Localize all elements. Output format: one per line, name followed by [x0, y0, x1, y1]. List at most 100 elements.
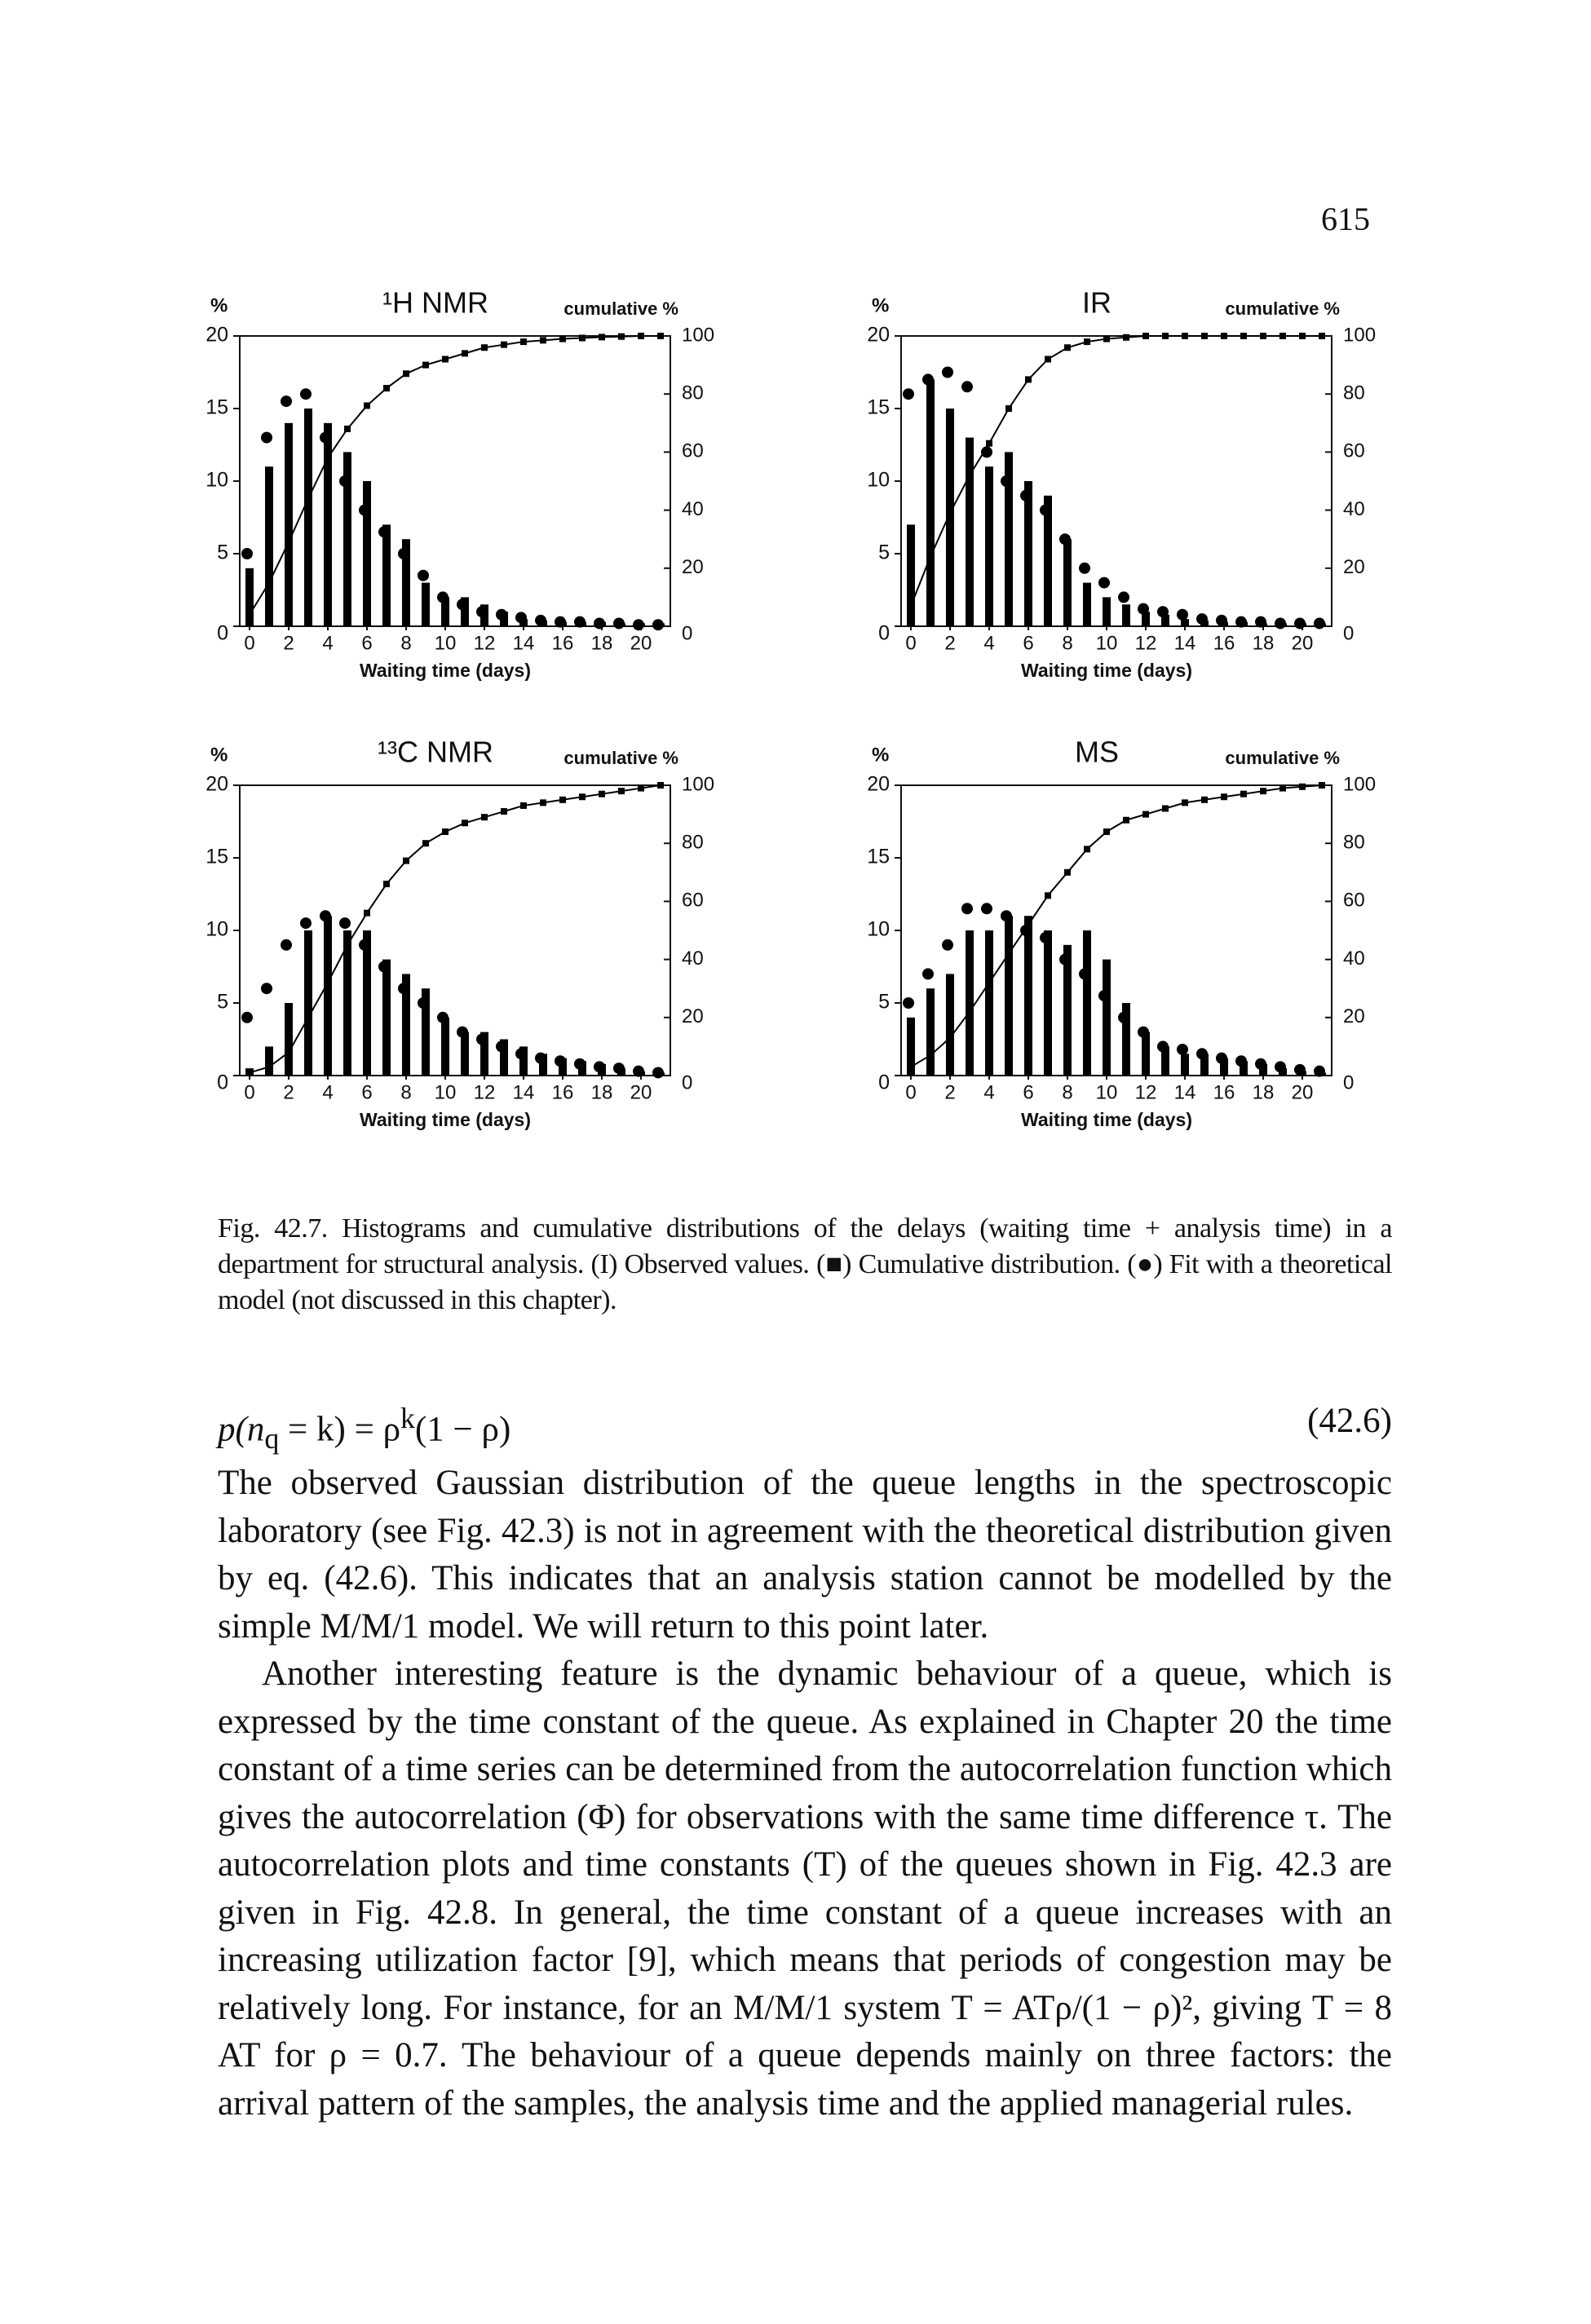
cumulative-marker — [657, 782, 664, 789]
bar — [363, 930, 371, 1076]
bar — [966, 437, 974, 626]
bar — [559, 1058, 567, 1076]
x-tick-label: 20 — [630, 1081, 652, 1103]
bar — [1103, 597, 1111, 626]
bar — [907, 524, 915, 626]
cumulative-line — [910, 784, 1323, 1068]
cumulative-marker — [442, 356, 449, 363]
y-tick-label: 10 — [867, 469, 890, 492]
bar — [480, 1032, 488, 1076]
cumulative-marker — [986, 440, 992, 447]
cumulative-marker — [579, 793, 586, 801]
bar — [461, 1032, 469, 1076]
chart: ¹H NMR% cumulative % Waiting time (days) 0 5… — [206, 286, 714, 682]
fit-point — [437, 1011, 449, 1023]
fit-point — [535, 1052, 546, 1064]
cumulative-marker — [966, 471, 973, 479]
cumulative-marker — [1045, 892, 1051, 899]
x-tick-label: 20 — [1292, 632, 1314, 654]
cumulative-marker — [1103, 828, 1110, 835]
fit-point — [633, 1065, 644, 1077]
fit-point — [1314, 1065, 1325, 1077]
y-tick-label: 5 — [217, 991, 228, 1014]
fit-point — [922, 968, 934, 980]
fit-point — [1255, 1058, 1266, 1070]
y-tick-label: 20 — [867, 773, 890, 796]
chart: ¹³C NMR% cumulative % Waiting time (days) 0… — [206, 736, 714, 1131]
x-tick-label: 8 — [1062, 1081, 1072, 1103]
y-tick-label: 15 — [206, 396, 228, 419]
bar — [324, 422, 332, 626]
x-tick-label: 6 — [361, 1081, 372, 1103]
fit-point — [261, 431, 272, 444]
bar — [1005, 916, 1013, 1076]
fit-point — [981, 446, 992, 458]
y-tick-label: 0 — [878, 1071, 890, 1094]
cumulative-marker — [1103, 335, 1110, 342]
fit-point — [1275, 1061, 1286, 1073]
bar — [519, 1046, 528, 1076]
bar — [907, 1017, 915, 1076]
y-tick-label: 10 — [206, 918, 228, 941]
y-axis-label: % — [210, 744, 228, 766]
bar — [985, 466, 993, 626]
x-tick-label: 6 — [1023, 1081, 1033, 1103]
fit-point — [1138, 1026, 1149, 1038]
cumulative-line — [910, 335, 1322, 607]
fit-point — [398, 548, 409, 559]
cumulative-marker — [422, 840, 429, 847]
y2-tick-label: 60 — [682, 440, 704, 462]
cumulative-marker — [383, 385, 390, 392]
cumulative-marker — [1064, 344, 1071, 351]
fit-point — [961, 903, 973, 915]
cumulative-marker — [1182, 333, 1188, 339]
bar — [422, 988, 430, 1076]
bar — [461, 597, 469, 626]
cumulative-marker — [1279, 784, 1286, 792]
cumulative-marker — [1260, 788, 1266, 795]
paragraph: Another interesting feature is the dynam… — [218, 1655, 1392, 2123]
fit-point — [1177, 608, 1188, 621]
fit-point — [555, 1055, 566, 1067]
fit-point — [398, 983, 409, 995]
y2-tick-label: 40 — [1343, 498, 1365, 520]
cumulative-marker — [266, 579, 272, 586]
cumulative-marker — [947, 510, 953, 517]
fit-point — [1275, 617, 1286, 630]
fit-point — [1157, 606, 1169, 618]
y2-tick-label: 20 — [682, 1005, 704, 1027]
body-text: The observed Gaussian distribution of th… — [218, 1460, 1392, 2127]
cumulative-marker — [540, 799, 546, 806]
bar — [946, 974, 954, 1076]
bar — [1083, 582, 1091, 626]
fit-point — [515, 612, 527, 624]
fit-point — [418, 569, 429, 581]
x-tick-label: 4 — [322, 632, 333, 654]
fit-point — [1020, 489, 1032, 501]
x-tick-label: 20 — [1292, 1081, 1314, 1103]
fit-point — [515, 1048, 527, 1060]
x-tick-label: 10 — [435, 1081, 457, 1103]
cumulative-marker — [305, 1014, 312, 1021]
chart: IR% cumulative % Waiting time (days) 0 5 10 15… — [867, 286, 1376, 682]
x-tick-label: 18 — [1253, 632, 1275, 654]
bar — [1259, 1063, 1267, 1076]
x-tick-label: 0 — [905, 1081, 916, 1103]
cumulative-marker — [1201, 333, 1208, 339]
cumulative-marker — [1182, 799, 1188, 806]
bar — [1005, 452, 1013, 626]
x-tick-label: 2 — [944, 632, 955, 654]
x-tick-label: 12 — [1135, 1081, 1157, 1103]
x-tick-label: 18 — [591, 632, 613, 654]
chart-title: ¹³C NMR — [378, 736, 493, 769]
y2-tick-label: 100 — [1343, 324, 1376, 346]
x-tick-label: 8 — [1062, 632, 1072, 654]
cumulative-marker — [559, 796, 566, 803]
y-tick-label: 20 — [206, 773, 228, 796]
bar — [1142, 1032, 1150, 1076]
cumulative-marker — [966, 1008, 973, 1015]
fit-point — [1235, 1055, 1247, 1067]
fit-point — [300, 388, 312, 400]
cumulative-marker — [638, 784, 644, 792]
y2-tick-label: 0 — [1343, 1071, 1354, 1094]
